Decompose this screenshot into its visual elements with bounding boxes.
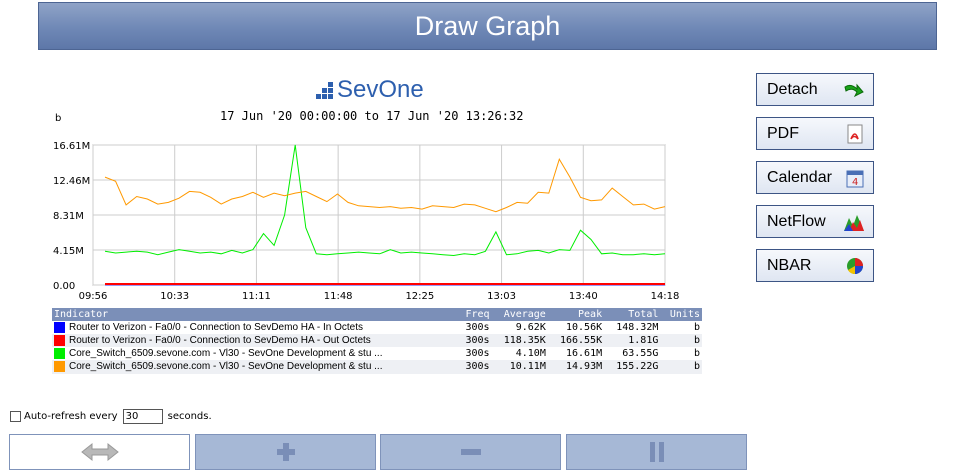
x-tick-label: 13:40 (569, 291, 598, 302)
page-title: Draw Graph (414, 10, 561, 41)
legend-total: 63.55G (622, 348, 659, 360)
legend-row: Router to Verizon - Fa0/0 - Connection t… (52, 334, 702, 348)
y-tick-label: 0.00 (53, 281, 75, 292)
legend-total: 1.81G (604, 334, 661, 348)
x-tick-label: 09:56 (79, 291, 108, 302)
pause-button[interactable] (566, 434, 747, 470)
legend-units: b (660, 334, 702, 348)
netflow-icon (844, 214, 864, 231)
legend-header-freq: Freq (457, 308, 492, 321)
x-tick-label: 14:18 (651, 291, 680, 302)
legend-indicator: Core_Switch_6509.sevone.com - Vl30 - Sev… (52, 347, 457, 360)
auto-refresh-checkbox[interactable] (10, 411, 21, 422)
y-tick-label: 4.15M (53, 246, 84, 257)
logo-text: SevOne (337, 76, 424, 103)
legend-row: Core_Switch_6509.sevone.com - Vl30 - Sev… (52, 360, 702, 374)
x-tick-label: 11:48 (324, 291, 353, 302)
y-tick-label: 12.46M (53, 176, 90, 187)
series-line (104, 144, 666, 257)
nbar-label: NBAR (767, 256, 812, 274)
legend-indicator-text: Router to Verizon - Fa0/0 - Connection t… (69, 322, 364, 334)
zoom-out-icon (460, 449, 481, 455)
legend-header-total: Total (604, 308, 661, 321)
sevone-logo: SevOne (316, 76, 424, 104)
legend-swatch (54, 335, 65, 347)
y-unit-label: b (55, 113, 62, 124)
zoom-in-button[interactable] (195, 434, 376, 470)
legend-indicator: Core_Switch_6509.sevone.com - Vl30 - Sev… (52, 360, 458, 374)
legend-swatch (54, 361, 65, 373)
legend-average: 118.35K (491, 334, 548, 348)
y-tick-label: 16.61M (53, 141, 90, 152)
calendar-button[interactable]: Calendar 4 (756, 161, 874, 194)
legend-header-peak: Peak (547, 308, 605, 321)
x-tick-label: 13:03 (487, 291, 516, 302)
legend-peak: 166.55K (547, 334, 605, 348)
legend-units: b (693, 348, 700, 360)
nbar-button[interactable]: NBAR (756, 249, 874, 282)
y-tick-label: 8.31M (53, 211, 84, 222)
legend-peak: 16.61M (565, 348, 603, 360)
legend-units: b (660, 360, 702, 374)
detach-button[interactable]: Detach (756, 73, 874, 106)
graph-panel: SevOne 17 Jun '20 00:00:00 to 17 Jun '20… (52, 68, 702, 398)
x-tick-label: 12:25 (405, 291, 434, 302)
pan-arrows-icon (80, 442, 119, 462)
netflow-label: NetFlow (767, 212, 826, 230)
arrow-icon (844, 83, 864, 97)
pause-icon (649, 442, 664, 462)
legend-freq: 300s (457, 334, 492, 348)
legend-average: 4.10M (515, 348, 546, 360)
legend-table: Indicator Freq Average Peak Total Units … (52, 308, 702, 374)
x-tick-label: 10:33 (160, 291, 189, 302)
zoom-out-button[interactable] (380, 434, 561, 470)
auto-refresh-suffix: seconds. (167, 411, 212, 422)
legend-total: 155.22G (604, 360, 661, 374)
legend-indicator-text: Core_Switch_6509.sevone.com - Vl30 - Sev… (69, 348, 383, 360)
legend-swatch (54, 348, 65, 360)
legend-peak: 14.93M (547, 360, 605, 374)
svg-text:4: 4 (852, 177, 858, 188)
date-range: 17 Jun '20 00:00:00 to 17 Jun '20 13:26:… (220, 109, 524, 123)
legend-indicator: Router to Verizon - Fa0/0 - Connection t… (52, 334, 458, 348)
pdf-label: PDF (767, 124, 799, 142)
legend-indicator-text: Core_Switch_6509.sevone.com - Vl30 - Sev… (69, 361, 383, 373)
netflow-button[interactable]: NetFlow (756, 205, 874, 238)
legend-freq: 300s (465, 322, 490, 334)
refresh-interval-input[interactable]: 30 (122, 409, 163, 424)
series-line (104, 157, 666, 213)
legend-average: 10.11M (491, 360, 548, 374)
legend-swatch (54, 322, 65, 333)
x-tick-label: 11:11 (242, 291, 271, 302)
calendar-icon: 4 (846, 170, 864, 188)
legend-row: Router to Verizon - Fa0/0 - Connection t… (52, 321, 702, 334)
legend-header-average: Average (491, 308, 548, 321)
traffic-line-chart[interactable]: 0.00 4.15M 8.31M 12.46M 16.61M 09:56 10:33 11:1… (52, 133, 702, 308)
detach-label: Detach (767, 80, 818, 98)
title-bar: Draw Graph (38, 2, 937, 50)
zoom-in-icon (276, 443, 295, 461)
pan-button[interactable] (9, 434, 190, 470)
legend-units: b (693, 322, 700, 334)
legend-total: 148.32M (616, 322, 659, 334)
logo-mark (316, 81, 333, 99)
pdf-icon (847, 124, 863, 143)
legend-average: 9.62K (515, 322, 546, 334)
auto-refresh-row: Auto-refresh every 30 seconds. (10, 409, 212, 424)
legend-freq: 300s (465, 348, 490, 360)
pie-chart-icon (847, 257, 863, 274)
legend-header-units: Units (660, 308, 702, 321)
legend-indicator-text: Router to Verizon - Fa0/0 - Connection t… (69, 335, 371, 347)
legend-indicator: Router to Verizon - Fa0/0 - Connection t… (52, 321, 457, 334)
auto-refresh-prefix: Auto-refresh every (24, 411, 118, 422)
legend-header-indicator: Indicator (52, 308, 458, 321)
legend-freq: 300s (457, 360, 492, 374)
pdf-button[interactable]: PDF (756, 117, 874, 150)
calendar-label: Calendar (767, 168, 832, 186)
legend-peak: 10.56K (565, 322, 603, 334)
legend-row: Core_Switch_6509.sevone.com - Vl30 - Sev… (52, 347, 702, 360)
